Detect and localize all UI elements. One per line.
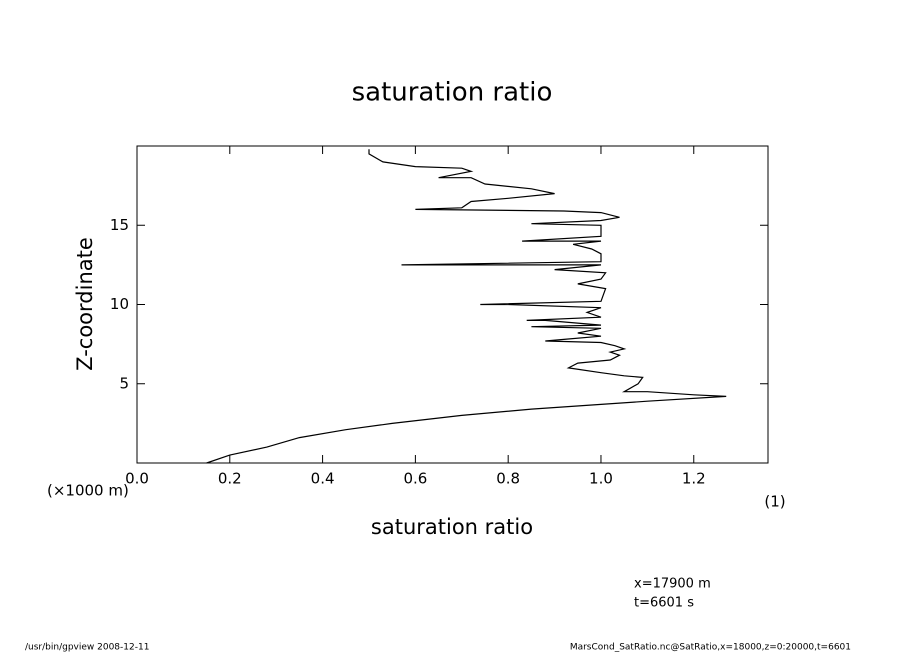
y-unit: (×1000 m) — [47, 482, 129, 500]
y-tick-label: 5 — [119, 374, 129, 392]
footer: MarsCond_SatRatio.nc@SatRatio,x=18000,z=… — [570, 643, 851, 653]
x-tick-label: 0.0 — [125, 470, 149, 488]
y-tick-label: 10 — [110, 295, 129, 313]
x-unit: (1) — [764, 493, 785, 511]
x-tick-label: 0.2 — [218, 470, 242, 488]
x-tick-label: 0.4 — [311, 470, 335, 488]
footer: /usr/bin/gpview 2008-12-11 — [25, 643, 149, 653]
plot-frame — [136, 145, 769, 464]
annotation: t=6601 s — [634, 596, 694, 611]
annotation: x=17900 m — [634, 577, 711, 592]
x-tick-label: 1.2 — [682, 470, 706, 488]
y-axis-label: Z-coordinate — [73, 237, 97, 371]
x-axis-label: saturation ratio — [371, 515, 533, 539]
y-tick-label: 15 — [110, 216, 129, 234]
profile-line — [206, 149, 727, 464]
x-tick-label: 0.6 — [403, 470, 427, 488]
x-tick-label: 1.0 — [589, 470, 613, 488]
chart-title: saturation ratio — [352, 78, 553, 108]
x-tick-label: 0.8 — [496, 470, 520, 488]
